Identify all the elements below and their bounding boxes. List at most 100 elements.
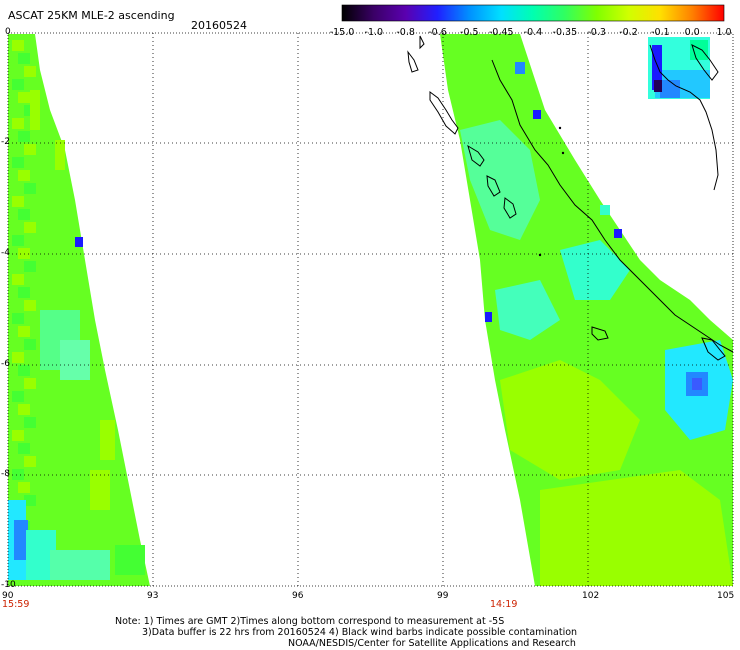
island-nias xyxy=(467,144,485,167)
wind-cell xyxy=(18,209,30,220)
wind-cell xyxy=(692,378,702,390)
map-title: ASCAT 25KM MLE-2 ascending xyxy=(8,9,175,22)
wind-cell xyxy=(18,131,30,142)
y-axis-label: 0 xyxy=(5,27,11,37)
wind-cell xyxy=(18,248,30,259)
wind-cell xyxy=(100,420,115,460)
wind-cell xyxy=(24,261,36,272)
x-axis-label: 90 xyxy=(2,591,14,601)
wind-cell xyxy=(660,80,680,98)
colorbar-label: -0.6 xyxy=(428,27,447,38)
x-axis-label: 99 xyxy=(437,591,449,601)
wind-cell xyxy=(12,469,24,480)
wind-cell xyxy=(18,365,30,376)
wind-cell xyxy=(24,66,36,77)
x-axis-label: 105 xyxy=(717,591,735,601)
wind-cell xyxy=(24,144,36,155)
wind-cell xyxy=(14,520,28,560)
colorbar-label: 1.0 xyxy=(716,27,732,38)
wind-cell xyxy=(533,110,541,119)
wind-cell xyxy=(18,170,30,181)
colorbar-label: -0.2 xyxy=(619,27,638,38)
wind-cell xyxy=(12,235,24,246)
wind-cell xyxy=(12,274,24,285)
island-batu xyxy=(486,175,501,197)
island-siberut xyxy=(503,197,517,219)
colorbar-label: -0.35 xyxy=(552,27,578,38)
colorbar-label: -1.0 xyxy=(364,27,384,38)
wind-cell xyxy=(115,545,145,575)
colorbar-label: -0.5 xyxy=(460,27,479,38)
colorbar-gradient xyxy=(341,4,725,22)
wind-cell xyxy=(12,118,24,129)
colorbar-label: -15.0 xyxy=(329,27,355,38)
wind-cell xyxy=(12,430,24,441)
x-axis-label: 102 xyxy=(582,591,600,601)
swath-right-region xyxy=(500,360,640,480)
y-axis-label: -8 xyxy=(1,469,10,479)
wind-cell xyxy=(12,40,24,51)
wind-cell xyxy=(75,237,83,247)
wind-cell xyxy=(24,183,36,194)
pass-time-left: 15:59 xyxy=(2,599,30,610)
y-axis-label: -4 xyxy=(1,248,10,258)
island-dot xyxy=(538,253,542,257)
y-axis-label: -2 xyxy=(1,137,10,147)
wind-cell xyxy=(12,157,24,168)
coastline-malaysia xyxy=(649,44,719,191)
colorbar-label: -0.45 xyxy=(488,27,514,38)
wind-cell xyxy=(24,378,36,389)
wind-cell xyxy=(12,391,24,402)
wind-cell xyxy=(90,470,110,510)
wind-cell xyxy=(24,495,36,506)
wind-cell xyxy=(12,196,24,207)
coastline-sumatra xyxy=(491,59,734,353)
wind-cell xyxy=(24,339,36,350)
island-enggano xyxy=(591,326,609,341)
swath-right-region xyxy=(460,120,540,240)
wind-cell xyxy=(18,326,30,337)
wind-cell xyxy=(50,550,110,580)
wind-cell xyxy=(30,90,40,130)
y-axis-label: -10 xyxy=(1,580,16,590)
wind-cell xyxy=(55,140,65,170)
wind-cell xyxy=(12,313,24,324)
wind-cell xyxy=(24,222,36,233)
wind-cell xyxy=(690,40,708,60)
wind-cell xyxy=(515,62,525,74)
wind-cell xyxy=(24,417,36,428)
wind-cell xyxy=(600,205,610,215)
wind-cell xyxy=(18,443,30,454)
coastline-peninsula xyxy=(691,44,719,81)
wind-cell xyxy=(18,404,30,415)
wind-cell xyxy=(18,482,30,493)
wind-cell xyxy=(18,53,30,64)
wind-cell xyxy=(654,80,662,92)
wind-cell xyxy=(614,229,622,238)
note-line-3: NOAA/NESDIS/Center for Satellite Applica… xyxy=(288,638,576,649)
island-simeulue xyxy=(429,91,459,135)
wind-cell xyxy=(485,312,492,322)
wind-cell xyxy=(12,79,24,90)
coastline-java xyxy=(701,337,726,361)
x-axis-label: 93 xyxy=(147,591,159,601)
colorbar-label: 0.0 xyxy=(684,27,700,38)
island-dot xyxy=(558,126,562,130)
island-dot xyxy=(561,151,565,155)
colorbar-label: -0.3 xyxy=(587,27,606,38)
pass-time-right: 14:19 xyxy=(490,599,518,610)
map-date: 20160524 xyxy=(191,19,247,32)
wind-cell xyxy=(652,45,662,90)
colorbar-label: -0.1 xyxy=(651,27,670,38)
colorbar-label: -0.4 xyxy=(523,27,543,38)
wind-cell xyxy=(18,287,30,298)
wind-cell xyxy=(60,340,90,380)
x-axis-label: 96 xyxy=(292,591,304,601)
note-line-1: Note: 1) Times are GMT 2)Times along bot… xyxy=(115,616,505,627)
island-small xyxy=(419,35,425,50)
wind-cell xyxy=(24,456,36,467)
y-axis-label: -6 xyxy=(1,359,10,369)
note-line-2: 3)Data buffer is 22 hrs from 20160524 4)… xyxy=(142,627,578,638)
wind-cell xyxy=(24,300,36,311)
island-andaman xyxy=(407,50,419,73)
